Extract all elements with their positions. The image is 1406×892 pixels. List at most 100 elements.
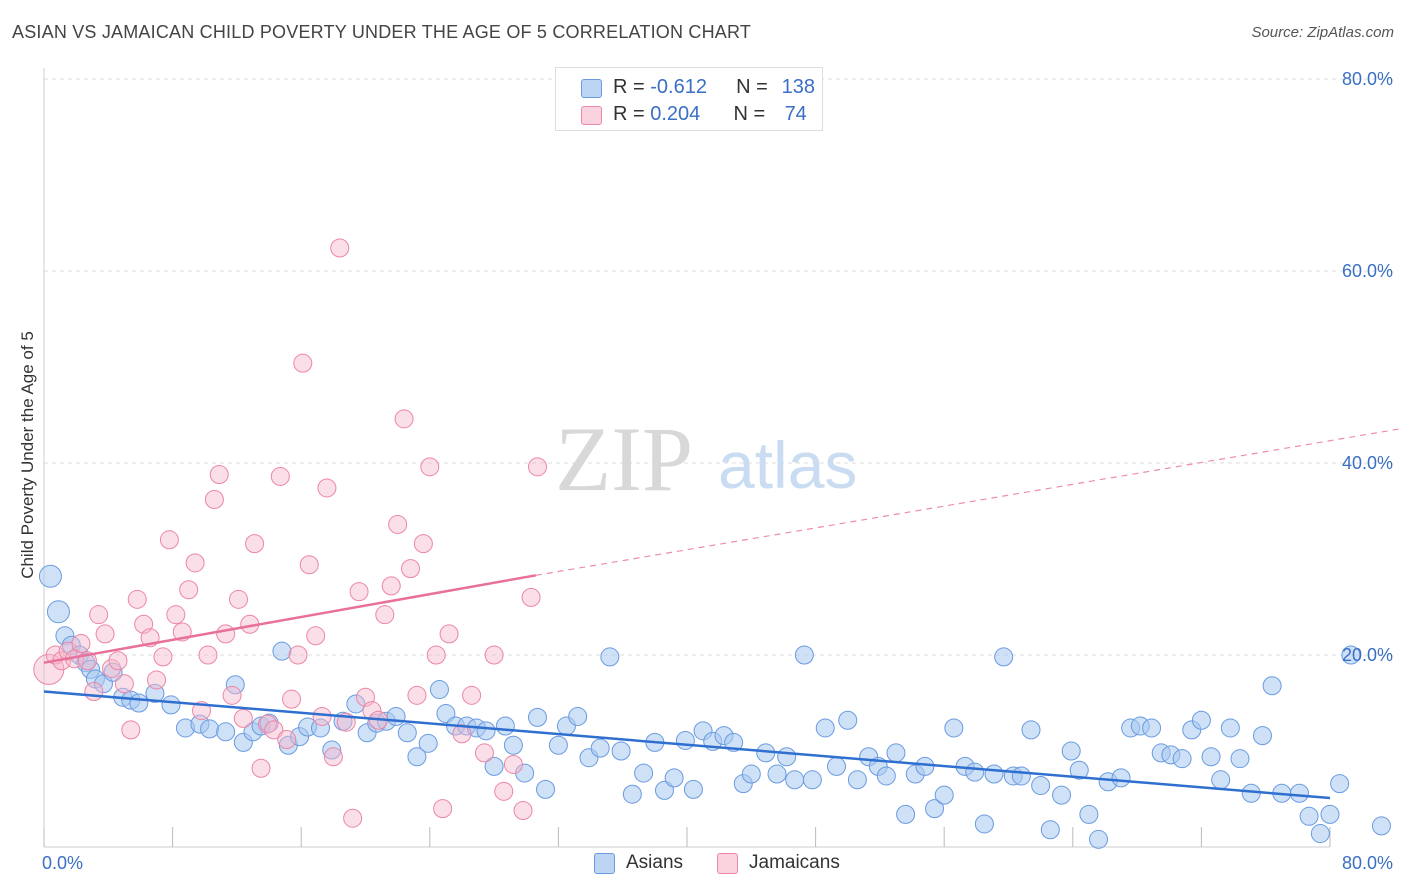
- jamaican-point: [381, 576, 401, 596]
- asian-point: [1172, 749, 1192, 769]
- asian-point: [397, 723, 417, 743]
- jamaican-point: [192, 701, 212, 721]
- jamaican-point: [439, 624, 459, 644]
- trend-lines: [43, 427, 1403, 800]
- jamaican-point: [282, 689, 302, 709]
- jamaican-point: [147, 670, 167, 690]
- asian-point: [944, 718, 964, 738]
- jamaican-point: [245, 534, 265, 554]
- jamaican-point: [394, 409, 414, 429]
- asian-point: [994, 647, 1014, 667]
- jamaican-point: [343, 808, 363, 828]
- jamaican-point: [388, 514, 408, 534]
- r-value: -0.612: [650, 76, 707, 98]
- jamaican-point: [349, 582, 369, 602]
- asian-point: [1111, 768, 1131, 788]
- asian-point: [664, 768, 684, 788]
- jamaican-point: [71, 633, 91, 653]
- asian-point: [259, 713, 279, 733]
- asians-legend-label: Asians: [626, 852, 684, 873]
- asian-point: [1089, 829, 1109, 849]
- watermark-atlas: atlas: [718, 428, 857, 502]
- n-label: N =: [733, 103, 771, 125]
- n-value: 138: [781, 76, 816, 98]
- asian-point: [1211, 770, 1231, 790]
- asian-point: [876, 766, 896, 786]
- asian-point: [896, 804, 916, 824]
- jamaicans-legend-label: Jamaicans: [749, 852, 840, 873]
- asian-point: [495, 716, 515, 736]
- jamaican-point: [484, 645, 504, 665]
- asian-point: [1069, 760, 1089, 780]
- jamaican-point: [494, 781, 514, 801]
- asian-point: [622, 784, 642, 804]
- asian-point: [322, 740, 342, 760]
- asian-point: [386, 706, 406, 726]
- asians-swatch: [581, 79, 602, 98]
- jamaican-point: [270, 466, 290, 486]
- r-label: R =: [613, 103, 651, 125]
- r-label: R =: [613, 76, 651, 98]
- asian-point: [984, 764, 1004, 784]
- asian-point: [1142, 718, 1162, 738]
- jamaican-point: [251, 758, 271, 778]
- x-tick-label: 0.0%: [42, 853, 83, 873]
- jamaican-point: [293, 353, 313, 373]
- jamaican-point: [317, 478, 337, 498]
- jamaican-point: [323, 747, 343, 767]
- asian-point: [741, 764, 761, 784]
- asian-point: [724, 732, 744, 752]
- jamaican-point: [401, 559, 421, 579]
- jamaican-point: [513, 801, 533, 821]
- jamaican-point: [114, 674, 134, 694]
- asian-point: [1320, 804, 1340, 824]
- y-axis-label: Child Poverty Under the Age of 5: [18, 331, 37, 579]
- jamaican-point: [452, 724, 472, 744]
- asian-point: [568, 706, 588, 726]
- y-tick-label: 60.0%: [1342, 261, 1393, 281]
- asian-point: [838, 710, 858, 730]
- asian-point: [429, 680, 449, 700]
- asian-point: [590, 738, 610, 758]
- jamaican-point: [330, 238, 350, 258]
- asian-point: [1230, 749, 1250, 769]
- asian-point: [794, 645, 814, 665]
- watermark-zip: ZIP: [555, 408, 693, 510]
- asian-point: [476, 721, 496, 741]
- jamaican-point: [166, 605, 186, 625]
- asian-point: [548, 735, 568, 755]
- r-value: 0.204: [650, 103, 701, 125]
- y-tick-label: 40.0%: [1342, 453, 1393, 473]
- watermark: ZIP atlas: [555, 408, 857, 510]
- asian-point: [1052, 785, 1072, 805]
- asian-point: [634, 763, 654, 783]
- asian-point: [1220, 718, 1240, 738]
- asian-point: [1299, 806, 1319, 826]
- jamaican-point: [216, 624, 236, 644]
- asian-point: [1262, 676, 1282, 696]
- jamaican-point: [185, 553, 205, 573]
- asian-point: [934, 785, 954, 805]
- asian-point: [225, 675, 245, 695]
- asian-point: [1201, 747, 1221, 767]
- jamaican-point: [528, 457, 548, 477]
- jamaican-point: [121, 720, 141, 740]
- asian-point: [129, 693, 149, 713]
- jamaican-point: [299, 555, 319, 575]
- asian-point: [1061, 741, 1081, 761]
- jamaican-point: [521, 587, 541, 607]
- jamaican-point: [159, 530, 179, 550]
- asian-point: [1040, 820, 1060, 840]
- asian-point: [1011, 766, 1031, 786]
- asian-point: [675, 730, 695, 750]
- jamaican-point: [209, 465, 229, 485]
- asian-trend-line: [43, 690, 1331, 800]
- asian-point: [1031, 776, 1051, 796]
- jamaican-point: [407, 685, 427, 705]
- gridlines: [44, 78, 1392, 656]
- asian-point: [272, 641, 292, 661]
- asian-point: [407, 747, 427, 767]
- jamaican-point: [312, 706, 332, 726]
- jamaican-point: [198, 645, 218, 665]
